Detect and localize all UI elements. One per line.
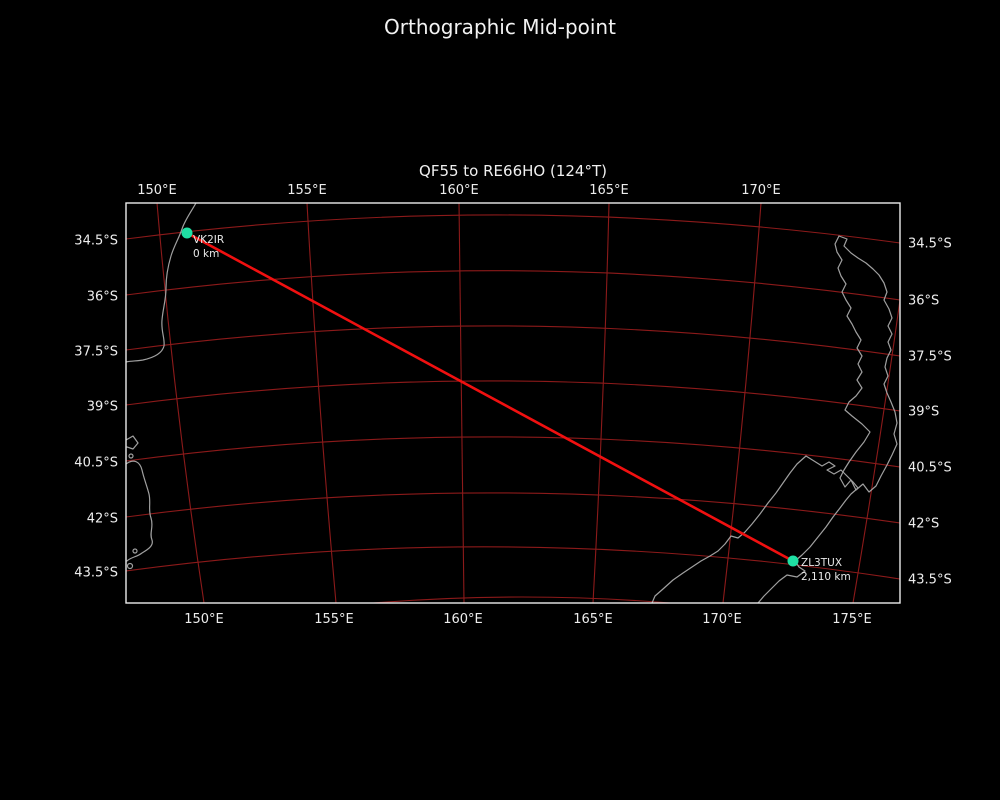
map-area: VK2IR 0 km ZL3TUX 2,110 km <box>126 203 900 603</box>
map-title: QF55 to RE66HO (124°T) <box>419 162 607 180</box>
axis-right-labels: 34.5°S 36°S 37.5°S 39°S 40.5°S 42°S 43.5… <box>908 237 952 588</box>
tick-right-40.5s: 40.5°S <box>908 461 952 476</box>
axis-left-labels: 34.5°S 36°S 37.5°S 39°S 40.5°S 42°S 43.5… <box>74 234 118 581</box>
tick-bottom-155e: 155°E <box>314 612 354 627</box>
coastline-flinders-island <box>126 435 139 450</box>
tick-right-39s: 39°S <box>908 405 939 420</box>
coastline-islet <box>132 548 138 554</box>
marker-vk2ir <box>181 227 193 239</box>
tick-right-43.5s: 43.5°S <box>908 573 952 588</box>
coastline-islet <box>128 453 134 459</box>
parallel-45s <box>367 596 677 603</box>
tick-top-155e: 155°E <box>287 183 327 198</box>
annotation-zl3tux: ZL3TUX 2,110 km <box>801 557 851 583</box>
annotation-vk2ir: VK2IR 0 km <box>193 234 224 260</box>
annotation-vk2ir-callsign: VK2IR <box>193 234 224 246</box>
tick-top-170e: 170°E <box>741 183 781 198</box>
tick-left-39s: 39°S <box>87 400 118 415</box>
tick-left-36s: 36°S <box>87 290 118 305</box>
meridian-155e <box>306 203 337 603</box>
meridian-160e <box>458 203 465 603</box>
parallel-37.5s <box>126 325 900 357</box>
annotation-zl3tux-callsign: ZL3TUX <box>801 557 842 569</box>
coastlines <box>126 203 898 603</box>
tick-bottom-160e: 160°E <box>443 612 483 627</box>
meridian-150e <box>156 203 205 603</box>
tick-left-34.5s: 34.5°S <box>74 234 118 249</box>
tick-left-42s: 42°S <box>87 512 118 527</box>
tick-right-37.5s: 37.5°S <box>908 350 952 365</box>
annotation-vk2ir-distance: 0 km <box>193 248 219 260</box>
coastline-islet <box>126 562 134 570</box>
parallel-39s <box>126 380 900 412</box>
tick-right-36s: 36°S <box>908 294 939 309</box>
parallel-40.5s <box>126 436 900 468</box>
coastline-nz-south-island-east <box>757 455 859 603</box>
tick-left-37.5s: 37.5°S <box>74 345 118 360</box>
coastline-australia <box>126 203 197 363</box>
coastline-tasmania <box>126 460 153 562</box>
figure-title: Orthographic Mid-point <box>384 15 616 39</box>
graticule-parallels <box>126 214 900 603</box>
tick-right-34.5s: 34.5°S <box>908 237 952 252</box>
tick-top-165e: 165°E <box>589 183 629 198</box>
parallel-36s <box>126 270 900 301</box>
axis-bottom-labels: 150°E 155°E 160°E 165°E 170°E 175°E <box>184 612 872 627</box>
tick-left-40.5s: 40.5°S <box>74 456 118 471</box>
marker-zl3tux <box>787 555 799 567</box>
tick-bottom-170e: 170°E <box>702 612 742 627</box>
map-frame <box>125 202 901 604</box>
tick-left-43.5s: 43.5°S <box>74 566 118 581</box>
tick-right-42s: 42°S <box>908 517 939 532</box>
axis-top-labels: 150°E 155°E 160°E 165°E 170°E <box>137 183 781 198</box>
tick-bottom-165e: 165°E <box>573 612 613 627</box>
great-circle-path <box>185 231 795 563</box>
annotation-zl3tux-distance: 2,110 km <box>801 571 851 583</box>
coastline-nz-south-island-west <box>651 455 807 603</box>
tick-bottom-150e: 150°E <box>184 612 224 627</box>
meridian-170e <box>722 203 762 603</box>
tick-top-150e: 150°E <box>137 183 177 198</box>
tick-top-160e: 160°E <box>439 183 479 198</box>
parallel-42s <box>126 492 900 524</box>
tick-bottom-175e: 175°E <box>832 612 872 627</box>
parallel-34.5s <box>126 214 900 244</box>
meridian-165e <box>592 203 610 603</box>
meridian-175e <box>852 299 900 603</box>
graticule-meridians <box>156 203 900 603</box>
